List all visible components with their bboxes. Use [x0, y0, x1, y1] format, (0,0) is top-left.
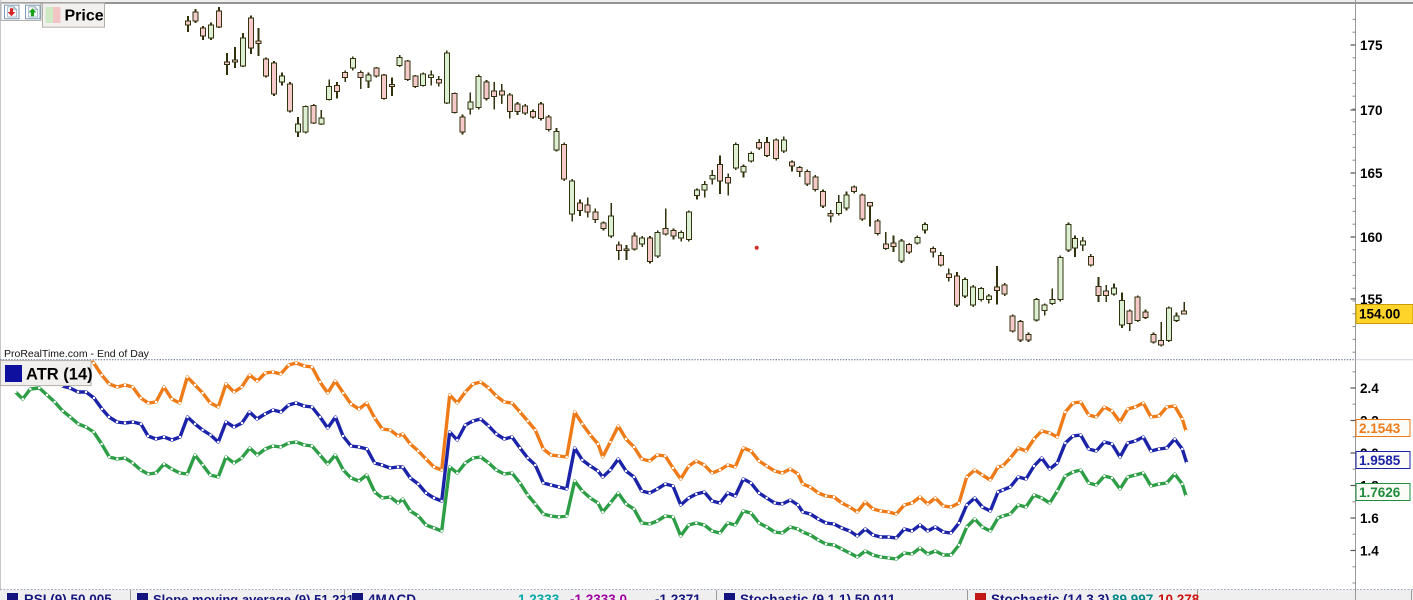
svg-text:-1.2333 0: -1.2333 0 [570, 592, 627, 600]
svg-text:89.997: 89.997 [1112, 592, 1153, 600]
svg-text:2.1543: 2.1543 [1359, 421, 1401, 436]
svg-text:154.00: 154.00 [1359, 307, 1400, 322]
svg-text:155: 155 [1360, 292, 1383, 307]
svg-text:175: 175 [1360, 38, 1383, 53]
svg-text:1.6: 1.6 [1360, 511, 1379, 526]
svg-text:2.4: 2.4 [1360, 381, 1379, 396]
svg-text:Price: Price [65, 8, 104, 25]
svg-text:ATR (14): ATR (14) [26, 366, 93, 384]
svg-text:Stochastic (9 1 1) 50.011: Stochastic (9 1 1) 50.011 [740, 592, 896, 600]
svg-text:1.2333: 1.2333 [518, 592, 560, 600]
svg-text:Slope moving average (9) 51.23: Slope moving average (9) 51.231 [153, 592, 354, 600]
svg-text:-1.2371: -1.2371 [655, 592, 701, 600]
svg-text:165: 165 [1360, 166, 1383, 181]
svg-text:1.7626: 1.7626 [1359, 485, 1401, 500]
svg-text:Stochastic (14 3 3): Stochastic (14 3 3) [991, 592, 1110, 600]
svg-text:170: 170 [1360, 103, 1383, 118]
svg-text:4MACD: 4MACD [368, 592, 416, 600]
svg-text:160: 160 [1360, 230, 1383, 245]
svg-text:10.278: 10.278 [1158, 592, 1200, 600]
svg-text:ProRealTime.com - End of Day: ProRealTime.com - End of Day [4, 348, 150, 360]
svg-text:1.4: 1.4 [1360, 543, 1379, 558]
svg-text:1.9585: 1.9585 [1359, 453, 1401, 468]
svg-text:RSI (9) 50.005: RSI (9) 50.005 [24, 592, 112, 600]
